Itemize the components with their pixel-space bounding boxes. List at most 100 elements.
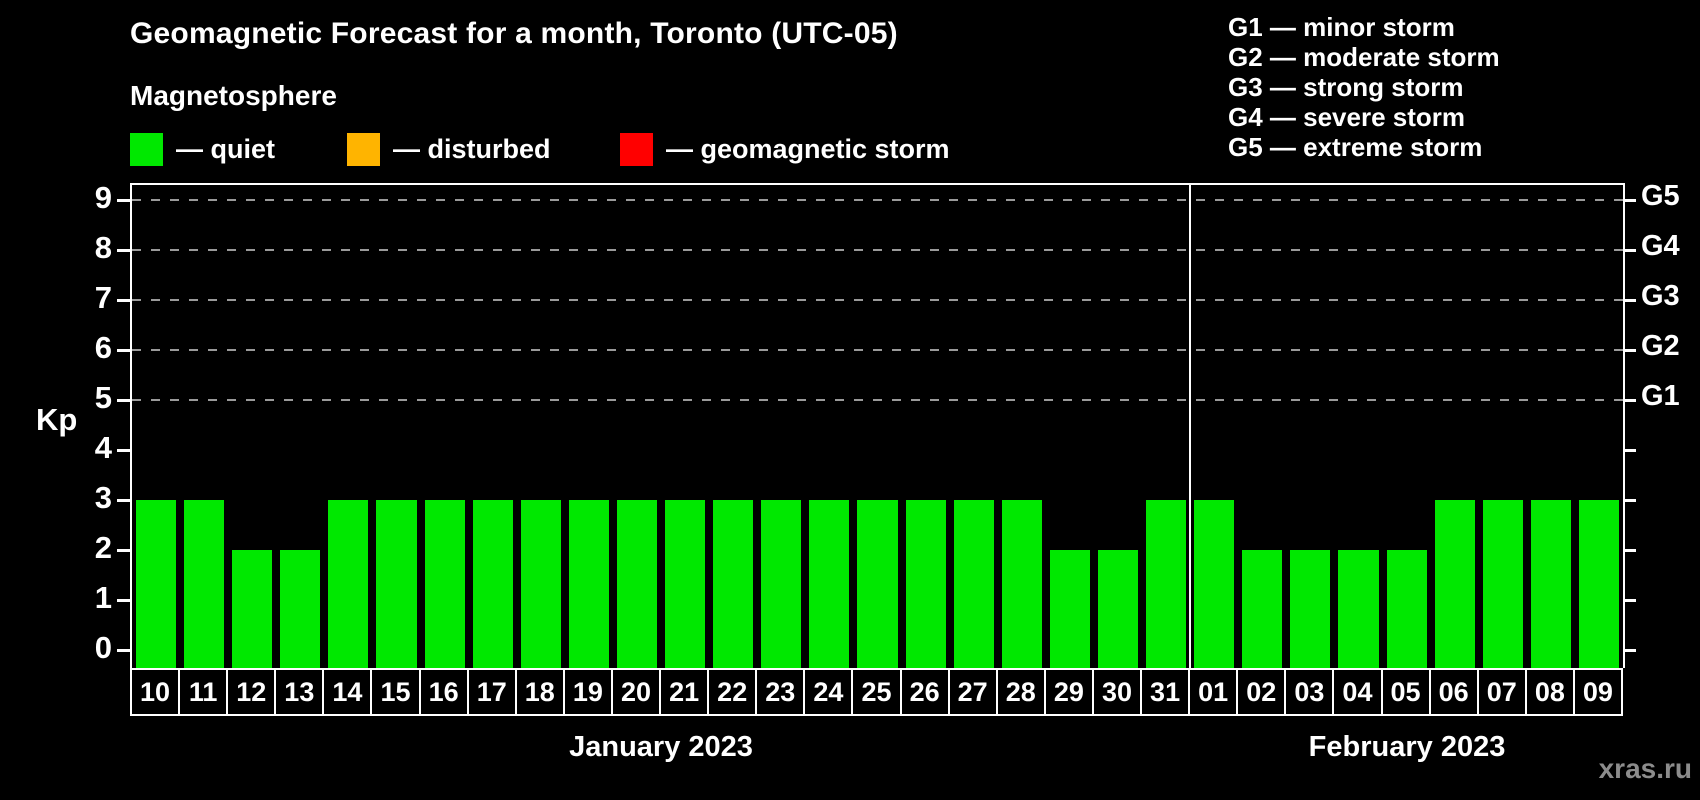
- y-tick-left: [117, 449, 130, 452]
- day-label: 10: [130, 668, 181, 716]
- kp-bar: [809, 500, 850, 668]
- day-label: 25: [851, 668, 902, 716]
- g-level-label: G2: [1641, 330, 1680, 362]
- disturbed-label: — disturbed: [393, 133, 551, 164]
- kp-bar: [520, 500, 561, 668]
- month-label-january: January 2023: [569, 731, 753, 763]
- kp-bar: [857, 500, 898, 668]
- legend-item-geomagnetic-storm: — geomagnetic storm: [620, 132, 950, 166]
- kp-bar: [280, 550, 321, 668]
- g-level-label: G1: [1641, 380, 1680, 412]
- day-label: 16: [418, 668, 469, 716]
- day-label: 08: [1524, 668, 1575, 716]
- month-divider-line: [1189, 185, 1192, 668]
- legend-item-quiet: — quiet: [130, 132, 275, 166]
- chart-title: Geomagnetic Forecast for a month, Toront…: [130, 17, 898, 50]
- day-label: 30: [1091, 668, 1143, 716]
- kp-bar: [1578, 500, 1619, 668]
- y-axis-title: Kp: [36, 402, 78, 437]
- storm-scale-legend: G1 — minor storm G2 — moderate storm G3 …: [1228, 12, 1500, 162]
- storm-scale-g2: G2 — moderate storm: [1228, 42, 1500, 72]
- quiet-color-swatch: [130, 132, 163, 166]
- kp-bar: [136, 500, 177, 668]
- y-tick-right: [1623, 649, 1636, 652]
- disturbed-color-swatch: [347, 132, 380, 166]
- y-tick-left: [117, 599, 130, 602]
- y-tick-right: [1623, 299, 1636, 302]
- day-label: 03: [1284, 668, 1335, 716]
- month-label-february: February 2023: [1308, 731, 1506, 763]
- y-tick-left: [117, 249, 130, 252]
- kp-bar: [713, 500, 754, 668]
- day-label: 24: [803, 668, 854, 716]
- day-label: 31: [1140, 668, 1191, 716]
- gridline-kp5: [132, 399, 1623, 401]
- storm-scale-g3: G3 — strong storm: [1228, 72, 1464, 102]
- day-label: 19: [562, 668, 613, 716]
- y-tick-label: 6: [94, 330, 112, 365]
- kp-bar: [1049, 550, 1090, 668]
- storm-color-swatch: [620, 132, 653, 166]
- day-label: 17: [466, 668, 517, 716]
- magnetosphere-label: Magnetosphere: [130, 80, 337, 111]
- day-label: 01: [1188, 668, 1239, 716]
- kp-bar: [376, 500, 417, 668]
- y-tick-label: 1: [94, 580, 112, 615]
- gridline-kp6: [132, 349, 1623, 351]
- gridline-kp7: [132, 299, 1623, 301]
- g-level-label: G3: [1641, 280, 1680, 312]
- kp-bar: [184, 500, 225, 668]
- y-tick-right: [1623, 199, 1636, 202]
- day-label: 27: [947, 668, 998, 716]
- day-label: 15: [370, 668, 421, 716]
- kp-bar: [1001, 500, 1042, 668]
- y-tick-right: [1623, 249, 1636, 252]
- storm-scale-g4: G4 — severe storm: [1228, 102, 1466, 132]
- kp-bar: [761, 500, 802, 668]
- storm-label: — geomagnetic storm: [666, 133, 950, 164]
- kp-bar: [1097, 550, 1139, 668]
- kp-bar: [1530, 500, 1571, 668]
- y-tick-label: 0: [94, 630, 112, 665]
- y-tick-right: [1623, 399, 1636, 402]
- day-label: 07: [1476, 668, 1527, 716]
- storm-scale-g5: G5 — extreme storm: [1228, 132, 1483, 162]
- y-tick-label: 4: [94, 430, 112, 465]
- day-label: 04: [1332, 668, 1383, 716]
- kp-bar: [472, 500, 513, 668]
- kp-bar: [232, 550, 273, 668]
- kp-bar: [1482, 500, 1523, 668]
- gridline-kp8: [132, 249, 1623, 251]
- y-tick-right: [1623, 549, 1636, 552]
- y-tick-label: 7: [94, 280, 112, 315]
- day-label: 06: [1428, 668, 1479, 716]
- y-tick-left: [117, 199, 130, 202]
- kp-bar: [328, 500, 369, 668]
- kp-bar: [1194, 500, 1235, 668]
- day-label: 18: [514, 668, 565, 716]
- watermark: xras.ru: [1598, 753, 1692, 784]
- y-tick-left: [117, 549, 130, 552]
- kp-bar: [905, 500, 946, 668]
- kp-bar: [424, 500, 465, 668]
- g-level-label: G4: [1641, 230, 1680, 262]
- day-label: 22: [707, 668, 758, 716]
- y-tick-right: [1623, 449, 1636, 452]
- day-label: 14: [322, 668, 373, 716]
- y-tick-label: 9: [94, 180, 112, 215]
- day-label: 09: [1572, 668, 1623, 716]
- y-tick-right: [1623, 599, 1636, 602]
- day-label: 05: [1380, 668, 1431, 716]
- kp-bar: [1434, 500, 1475, 668]
- y-tick-left: [117, 349, 130, 352]
- day-label: 21: [659, 668, 710, 716]
- day-label: 13: [274, 668, 325, 716]
- gridline-kp9: [132, 199, 1623, 201]
- y-tick-left: [117, 499, 130, 502]
- kp-bar: [1338, 550, 1379, 668]
- kp-bar: [1386, 550, 1427, 668]
- y-tick-left: [117, 649, 130, 652]
- day-label: 28: [995, 668, 1046, 716]
- kp-bar: [665, 500, 706, 668]
